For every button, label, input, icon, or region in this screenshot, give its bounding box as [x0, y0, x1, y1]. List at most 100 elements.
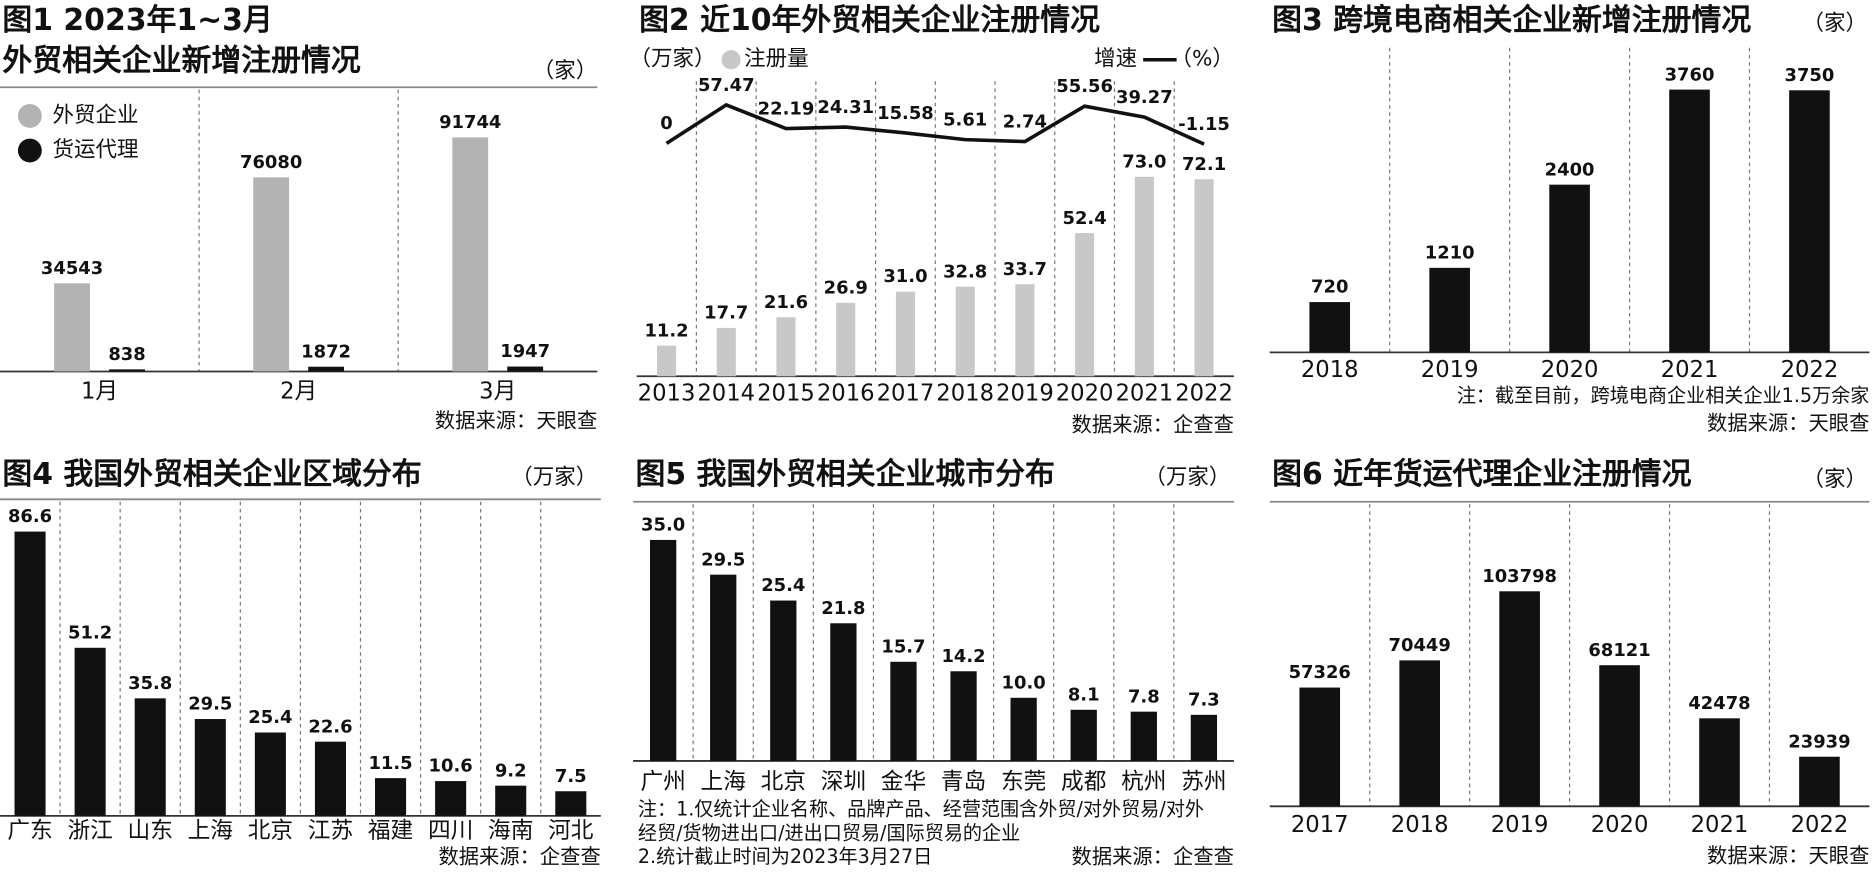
x-tick-label: 北京	[761, 769, 806, 795]
bar	[555, 791, 587, 816]
source: 数据来源：天眼查	[435, 409, 597, 433]
value-label: 23939	[1788, 731, 1850, 752]
bar	[950, 671, 977, 761]
value-label: 7.8	[1128, 686, 1160, 707]
value-label: 29.5	[701, 549, 745, 570]
line-value-label: 24.31	[817, 97, 874, 118]
x-tick-label: 2021	[1115, 381, 1173, 407]
chart-title: 图4 我国外贸相关企业区域分布	[2, 457, 421, 492]
bar	[314, 741, 346, 816]
bar	[109, 369, 145, 372]
value-label: 11.5	[368, 753, 412, 774]
value-label: 21.8	[821, 598, 865, 619]
bar	[1299, 687, 1341, 807]
value-label: 1210	[1425, 242, 1475, 263]
unit-label: （万家）	[511, 465, 597, 490]
value-label: 29.5	[188, 694, 232, 715]
value-label: 42478	[1688, 693, 1750, 714]
x-tick-label: 东莞	[1001, 769, 1046, 795]
growth-line	[665, 102, 1205, 146]
x-tick-label: 浙江	[67, 818, 112, 844]
legend-label: 注册量	[744, 47, 809, 72]
value-label: 1947	[500, 341, 550, 362]
x-tick-label: 2019	[996, 381, 1054, 407]
note: 注：1.仅统计企业名称、品牌产品、经营范围含外贸/对外贸易/对外	[638, 797, 1204, 820]
chart-subtitle: 外贸相关企业新增注册情况	[2, 44, 360, 79]
x-tick-label: 3月	[479, 378, 516, 404]
value-label: 52.4	[1063, 208, 1107, 229]
note: 注：截至目前，跨境电商企业相关企业1.5万余家	[1457, 384, 1870, 407]
x-tick-label: 2014	[697, 381, 755, 407]
note: 2.统计截止时间为2023年3月27日	[638, 845, 932, 868]
bar	[955, 286, 975, 377]
value-label: 33.7	[1003, 259, 1047, 280]
x-tick-label: 2019	[1421, 357, 1479, 383]
x-tick-label: 四川	[428, 818, 473, 844]
x-tick-label: 2022	[1791, 812, 1849, 838]
line-value-label: 2.74	[1003, 111, 1047, 132]
y2-axis-label: （%）	[1170, 47, 1233, 72]
line-value-label: 57.47	[698, 75, 755, 96]
x-tick-label: 2018	[1391, 812, 1449, 838]
value-label: 720	[1311, 277, 1348, 298]
line-value-label: 39.27	[1116, 87, 1173, 108]
value-label: 838	[108, 344, 145, 365]
legend-marker	[721, 50, 741, 70]
value-label: 9.2	[495, 760, 527, 781]
chart-title: 图5 我国外贸相关企业城市分布	[635, 457, 1054, 492]
value-label: 72.1	[1182, 154, 1226, 175]
legend-label: 增速	[1094, 47, 1137, 72]
source: 数据来源：天眼查	[1707, 411, 1869, 435]
value-label: 7.5	[555, 766, 587, 787]
x-tick-label: 青岛	[941, 769, 986, 795]
x-tick-label: 成都	[1061, 769, 1106, 795]
bar	[54, 283, 90, 372]
x-tick-label: 广州	[640, 769, 685, 795]
legend-label: 外贸企业	[53, 103, 139, 128]
x-tick-label: 广东	[7, 818, 52, 844]
value-label: 10.6	[429, 756, 473, 777]
bar	[14, 531, 46, 816]
value-label: 68121	[1588, 640, 1650, 661]
x-tick-label: 2021	[1691, 812, 1749, 838]
bar	[308, 366, 345, 372]
x-tick-label: 河北	[548, 818, 594, 844]
x-tick-label: 2022	[1175, 381, 1233, 407]
bar	[890, 661, 917, 761]
value-label: 17.7	[704, 303, 748, 324]
bar	[1309, 302, 1351, 353]
line-value-label: 55.56	[1056, 76, 1113, 97]
bar	[649, 539, 677, 761]
x-tick-label: 北京	[248, 818, 293, 844]
value-label: 76080	[240, 152, 302, 173]
line-value-label: 0	[660, 113, 672, 134]
value-label: 1872	[301, 341, 351, 362]
source: 数据来源：企查查	[1072, 412, 1234, 436]
value-label: 26.9	[824, 277, 868, 298]
chart-title: 图6 近年货运代理企业注册情况	[1272, 457, 1691, 492]
x-tick-label: 2018	[936, 381, 994, 407]
bar	[254, 732, 286, 816]
value-label: 21.6	[764, 292, 808, 313]
value-label: 3750	[1785, 65, 1835, 86]
bar	[495, 785, 527, 816]
bar	[716, 327, 736, 377]
unit-label: （万家）	[1144, 465, 1230, 490]
bar	[1789, 90, 1830, 353]
bar	[1499, 591, 1540, 807]
bar	[1015, 284, 1035, 377]
value-label: 25.4	[248, 707, 292, 728]
line-value-label: 5.61	[943, 109, 987, 130]
value-label: 2400	[1545, 159, 1595, 180]
unit-label: （家）	[533, 59, 598, 84]
value-label: 91744	[439, 112, 501, 133]
bar	[452, 137, 489, 372]
bar	[1699, 718, 1740, 807]
x-tick-label: 2020	[1591, 812, 1649, 838]
chart-title: 图2 近10年外贸相关企业注册情况	[639, 3, 1100, 38]
value-label: 35.8	[128, 673, 172, 694]
x-tick-label: 2017	[1291, 812, 1349, 838]
x-tick-label: 金华	[881, 769, 926, 795]
note: 经贸/货物进出口/进出口贸易/国际贸易的企业	[638, 821, 1020, 844]
